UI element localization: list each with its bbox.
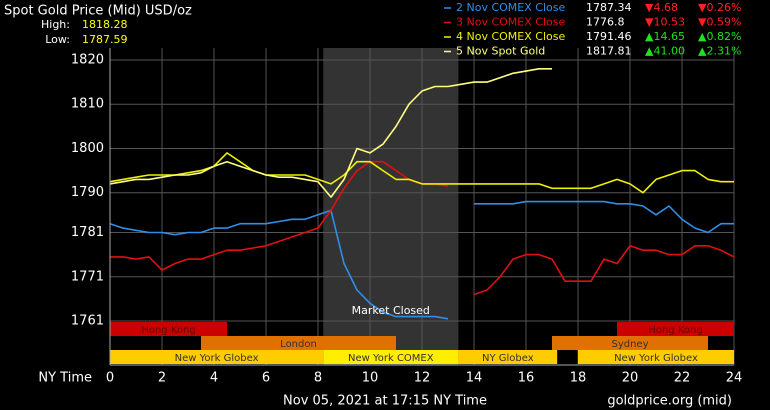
x-tick-label: 6 (262, 371, 270, 386)
high-label: High: (41, 18, 70, 31)
x-tick-label: 16 (518, 371, 535, 386)
legend-name: 4 Nov COMEX Close (456, 30, 565, 43)
legend-name: 2 Nov COMEX Close (456, 1, 565, 14)
high-value: 1818.28 (82, 18, 128, 31)
x-tick-label: 10 (362, 371, 379, 386)
x-tick-label: 4 (210, 371, 218, 386)
y-tick-label: 1820 (71, 53, 104, 68)
x-tick-label: 18 (570, 371, 587, 386)
y-tick-label: 1771 (71, 269, 104, 284)
legend-close: 1787.34 (586, 1, 632, 14)
x-tick-label: 22 (674, 371, 691, 386)
legend-close: 1776.8 (586, 16, 625, 29)
session-bar (201, 336, 396, 350)
legend-change-pct: ▲2.31% (698, 45, 741, 58)
legend-change: ▲41.00 (645, 45, 685, 58)
market-closed-band (323, 48, 459, 365)
legend-name: 5 Nov Spot Gold (456, 45, 545, 58)
y-tick-label: 1800 (71, 141, 104, 156)
session-label: New York COMEX (348, 353, 434, 364)
session-label: New York Globex (175, 353, 259, 364)
y-tick-label: 1761 (71, 314, 104, 329)
legend-change: ▼4.68 (645, 1, 678, 14)
legend-change: ▼10.53 (645, 16, 685, 29)
x-tick-label: 8 (314, 371, 322, 386)
legend-close: 1791.46 (586, 30, 632, 43)
x-tick-label: 2 (158, 371, 166, 386)
low-value: 1787.59 (82, 33, 128, 46)
source: goldprice.org (mid) (607, 394, 732, 409)
session-label: Sydney (611, 339, 648, 350)
y-tick-label: 1781 (71, 225, 104, 240)
session-label: NY Globex (482, 353, 534, 364)
legend-change-pct: ▼0.26% (698, 1, 741, 14)
session-bar (458, 350, 558, 364)
x-tick-label: 14 (466, 371, 483, 386)
session-label: New York Globex (614, 353, 698, 364)
timestamp: Nov 05, 2021 at 17:15 NY Time (283, 394, 487, 409)
session-bar (110, 350, 324, 364)
x-tick-label: 0 (106, 371, 114, 386)
low-label: Low: (45, 33, 70, 46)
x-axis-label: NY Time (38, 371, 92, 386)
y-tick-label: 1810 (71, 97, 104, 112)
session-bar (552, 336, 708, 350)
x-tick-label: 12 (414, 371, 431, 386)
series-line (109, 200, 734, 320)
legend-change-pct: ▼0.59% (698, 16, 741, 29)
market-closed-label: Market Closed (352, 304, 430, 317)
y-tick-label: 1790 (71, 185, 104, 200)
legend-name: 3 Nov COMEX Close (456, 16, 565, 29)
session-bar (578, 350, 734, 364)
session-label: Hong Kong (648, 325, 702, 336)
legend-change-pct: ▲0.82% (698, 30, 741, 43)
x-tick-label: 24 (726, 371, 743, 386)
x-tick-label: 20 (622, 371, 639, 386)
session-bar (323, 350, 459, 364)
series-line (109, 68, 552, 198)
session-bar (110, 322, 227, 336)
legend-close: 1817.81 (586, 45, 632, 58)
session-label: London (280, 339, 317, 350)
legend-change: ▲14.65 (645, 30, 685, 43)
session-label: Hong Kong (141, 325, 195, 336)
session-bar (617, 322, 734, 336)
series-line (110, 160, 735, 296)
chart-title: Spot Gold Price (Mid) USD/oz (4, 4, 192, 19)
